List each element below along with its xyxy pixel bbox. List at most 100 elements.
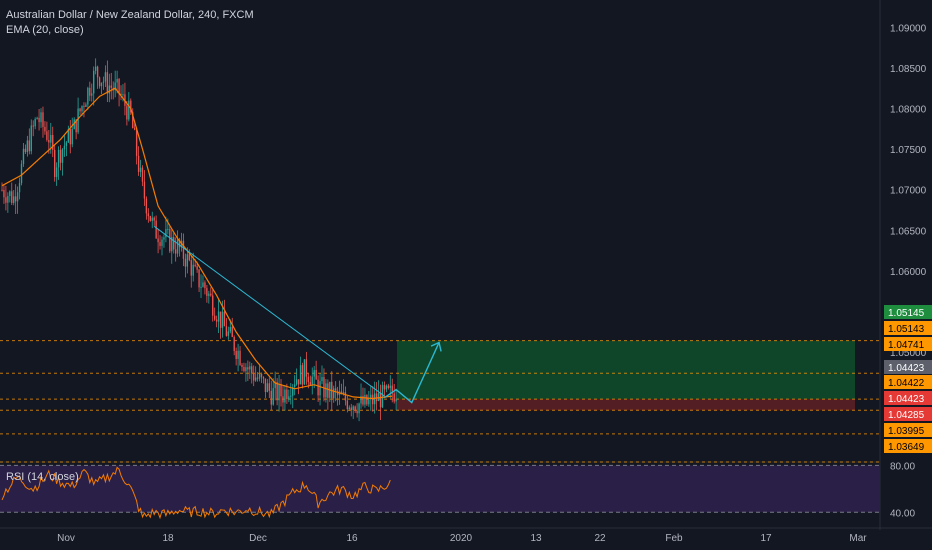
candle-body (297, 379, 300, 385)
candle-body (176, 239, 179, 254)
candle-body (163, 237, 165, 240)
candle-body (375, 393, 378, 402)
candle-body (290, 395, 292, 397)
price-tag-bg (884, 321, 932, 335)
candle-body (391, 385, 393, 394)
price-tag-label: 1.03995 (888, 426, 925, 437)
candle-body (264, 378, 267, 393)
candle-body (321, 377, 323, 382)
price-tag-label: 1.03649 (888, 442, 925, 453)
candle-body (32, 125, 34, 127)
candle-body (204, 282, 206, 289)
candle-body (299, 365, 302, 385)
candle-body (253, 373, 255, 381)
candle-body (153, 217, 155, 221)
candle-body (63, 145, 66, 150)
candle-body (348, 407, 350, 410)
candle-body (122, 94, 124, 96)
candle-body (104, 72, 107, 82)
candle-body (221, 311, 224, 328)
candle-body (311, 376, 313, 386)
candle-body (57, 149, 60, 168)
candle-body (40, 112, 42, 123)
x-tick-label: 17 (760, 533, 772, 544)
candle-body (50, 135, 52, 143)
y-tick-label: 1.08500 (890, 64, 927, 75)
candle-body (184, 258, 187, 267)
candle-body (161, 239, 163, 246)
candle-body (174, 249, 177, 254)
candle-body (16, 192, 19, 202)
candle-body (313, 369, 315, 377)
candle-body (344, 392, 347, 401)
candle-body (36, 117, 38, 119)
candle-body (145, 198, 148, 214)
candle-body (219, 311, 222, 328)
y-tick-label: 1.08000 (890, 105, 927, 116)
price-tag-label: 1.04285 (888, 410, 925, 421)
candle-body (383, 385, 386, 390)
candle-body (108, 85, 110, 94)
candle-body (223, 311, 226, 327)
candle-body (342, 392, 345, 394)
candle-body (186, 254, 189, 267)
candle-body (120, 93, 122, 95)
x-tick-label: 2020 (450, 533, 473, 544)
candle-body (317, 379, 319, 396)
candle-body (210, 293, 212, 296)
candle-body (241, 364, 243, 367)
candle-body (233, 336, 235, 351)
candle-body (48, 139, 50, 143)
price-tag-label: 1.04422 (888, 378, 925, 389)
candle-body (315, 369, 317, 380)
candle-body (319, 381, 321, 396)
candle-body (126, 105, 128, 120)
arrow-head (430, 341, 442, 352)
candle-body (7, 195, 9, 203)
candle-body (377, 392, 380, 402)
candle-body (61, 149, 64, 163)
candle-body (132, 112, 134, 129)
y-tick-label: 1.07500 (890, 145, 927, 156)
candle-body (87, 87, 89, 105)
candle-body (59, 149, 62, 163)
candle-body (389, 385, 391, 388)
candle-body (231, 327, 233, 337)
candle-body (116, 78, 118, 83)
y-tick-label: 1.09000 (890, 23, 927, 34)
rsi-line (1, 466, 391, 520)
candle-body (100, 82, 103, 87)
price-tag-bg (884, 407, 932, 421)
ema-layer (1, 87, 393, 400)
candle-body (13, 196, 15, 203)
candle-body (96, 66, 99, 78)
candle-body (356, 410, 358, 414)
x-tick-label: 16 (346, 533, 358, 544)
candle-body (20, 163, 23, 184)
candle-body (364, 395, 366, 405)
candle-body (71, 128, 73, 145)
candle-body (30, 125, 32, 152)
candle-body (67, 129, 70, 143)
rsi-tick-label: 80.00 (890, 461, 915, 472)
candle-body (256, 377, 259, 379)
candle-body (350, 407, 352, 411)
candle-body (114, 82, 116, 91)
candle-body (22, 148, 25, 164)
candle-body (379, 392, 382, 408)
candle-body (225, 326, 228, 336)
candle-body (14, 196, 17, 202)
price-tag-bg (884, 360, 932, 374)
candle-body (215, 319, 218, 322)
candle-body (155, 220, 157, 239)
candle-body (93, 70, 95, 94)
candle-body (44, 126, 46, 132)
price-tags-layer: 1.05145 1.05143 1.04741 1.04423 1.04422 1.044… (884, 305, 932, 453)
price-tag-label: 1.05143 (888, 324, 925, 335)
y-tick-label: 1.05000 (890, 348, 927, 359)
candle-body (360, 395, 362, 404)
candle-body (346, 400, 349, 410)
candle-body (11, 191, 13, 203)
candle-body (200, 286, 202, 288)
